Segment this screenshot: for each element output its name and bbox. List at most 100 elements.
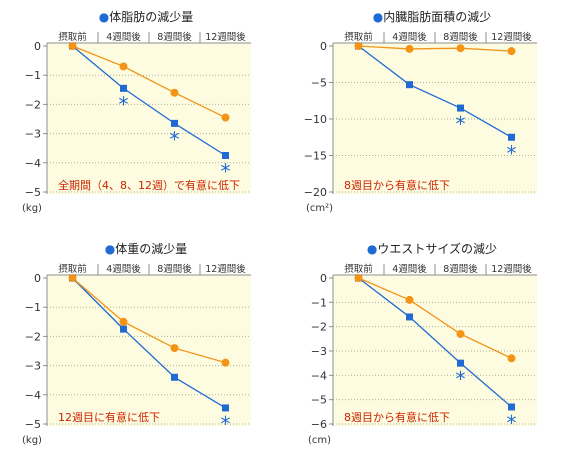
y-tick-label: −5 — [25, 418, 41, 431]
y-tick-label: −3 — [311, 345, 327, 358]
significance-note: 12週目に有意に低下 — [58, 410, 160, 424]
blue-square-marker — [222, 404, 229, 412]
blue-square-marker — [171, 373, 178, 381]
chart-title-text: ウエストサイズの減少 — [377, 241, 497, 256]
blue-square-marker — [171, 119, 178, 127]
significance-asterisk: * — [119, 92, 129, 116]
title-bullet-icon: ● — [373, 10, 383, 24]
chart-title-text: 体脂肪の減少量 — [109, 9, 193, 24]
orange-series-line — [72, 277, 226, 364]
orange-circle-marker — [170, 88, 179, 97]
orange-series-line — [72, 45, 226, 119]
blue-square-marker — [120, 325, 127, 333]
category-label: 4週間後 — [106, 31, 141, 43]
y-tick-label: −1 — [25, 69, 41, 82]
orange-circle-marker — [119, 62, 128, 71]
y-tick-label: −2 — [25, 98, 41, 111]
orange-circle-marker — [221, 358, 230, 367]
chart-title: ●内臓脂肪面積の減少 — [373, 9, 492, 24]
y-tick-label: −4 — [311, 369, 327, 382]
orange-circle-marker — [170, 344, 179, 353]
y-tick-label: 0 — [320, 40, 327, 53]
y-tick-label: −10 — [304, 113, 327, 126]
y-tick-label: −2 — [311, 321, 327, 334]
y-tick-label: −3 — [25, 128, 41, 141]
orange-circle-marker — [507, 47, 516, 56]
blue-series-line — [358, 45, 512, 138]
y-tick-label: −2 — [25, 330, 41, 343]
y-tick-label: −1 — [311, 296, 327, 309]
orange-circle-marker — [456, 329, 465, 338]
significance-note: 全期間（4、8、12週）で有意に低下 — [58, 178, 240, 192]
blue-square-marker — [508, 403, 515, 411]
y-tick-label: −6 — [311, 418, 327, 431]
orange-circle-marker — [405, 295, 414, 304]
blue-square-marker — [457, 104, 464, 112]
blue-series-line — [72, 277, 226, 409]
orange-circle-marker — [68, 274, 77, 282]
y-tick-label: 0 — [320, 272, 327, 285]
category-label: 摂取前 — [58, 31, 87, 43]
body-weight-chart: ●体重の減少量 0 −1 −2 −3 −4 −5 摂取前 4週間後 8週間後 12週間後 * 12週… — [22, 241, 251, 446]
blue-square-marker — [406, 313, 413, 321]
visceral-fat-area-chart: ●内臓脂肪面積の減少 0 −5 −10 −15 −20 摂取前 4週間後 8週間後 12週間後 *… — [304, 9, 537, 214]
significance-asterisk: * — [507, 411, 517, 435]
orange-series-line — [358, 45, 512, 52]
orange-circle-marker — [221, 113, 230, 122]
orange-circle-marker — [354, 274, 363, 282]
y-tick-label: −20 — [304, 186, 327, 199]
y-axis-unit: (kg) — [22, 435, 42, 446]
chart-title: ●体重の減少量 — [105, 241, 188, 256]
plot-background — [47, 275, 251, 426]
category-label: 12週間後 — [205, 31, 246, 43]
category-label: 8週間後 — [443, 263, 478, 275]
significance-asterisk: * — [456, 112, 466, 136]
y-axis-unit: (kg) — [22, 203, 42, 214]
blue-series-line — [358, 277, 512, 408]
orange-circle-marker — [354, 42, 363, 50]
title-bullet-icon: ● — [367, 242, 377, 256]
y-axis-unit: (cm) — [308, 435, 331, 446]
title-bullet-icon: ● — [105, 242, 115, 256]
title-bullet-icon: ● — [99, 10, 109, 24]
blue-square-marker — [508, 133, 515, 141]
category-label: 4週間後 — [392, 263, 427, 275]
orange-circle-marker — [405, 44, 414, 53]
chart-title: ●体脂肪の減少量 — [99, 9, 194, 24]
significance-note: 8週目から有意に低下 — [344, 410, 450, 424]
category-label: 摂取前 — [344, 31, 373, 43]
significance-note: 8週目から有意に低下 — [344, 178, 450, 192]
y-tick-label: −4 — [25, 389, 41, 402]
plot-area: 0 −5 −10 −15 −20 摂取前 4週間後 8週間後 12週間後 * * — [304, 31, 537, 199]
orange-circle-marker — [68, 42, 77, 50]
plot-area: 0 −1 −2 −3 −4 −5 摂取前 4週間後 8週間後 12週間後 * — [25, 263, 251, 436]
y-tick-label: −15 — [304, 150, 327, 163]
y-tick-label: −3 — [25, 360, 41, 373]
orange-circle-marker — [507, 354, 516, 363]
y-tick-label: −4 — [25, 157, 41, 170]
y-axis-unit: (cm²) — [306, 203, 333, 214]
plot-area: 0 −1 −2 −3 −4 −5 −6 摂取前 4週間後 8週間後 12週間後 * * — [311, 263, 537, 435]
category-label: 12週間後 — [491, 31, 532, 43]
chart-title-text: 体重の減少量 — [115, 241, 187, 256]
category-label: 4週間後 — [392, 31, 427, 43]
significance-asterisk: * — [507, 141, 517, 165]
category-label: 摂取前 — [344, 263, 373, 275]
significance-asterisk: * — [456, 367, 466, 391]
y-tick-label: 0 — [34, 40, 41, 53]
category-label: 12週間後 — [491, 263, 532, 275]
y-tick-label: −5 — [311, 394, 327, 407]
orange-circle-marker — [119, 317, 128, 326]
blue-square-marker — [120, 84, 127, 92]
blue-series-line — [72, 45, 226, 157]
blue-square-marker — [406, 81, 413, 89]
y-tick-label: −5 — [311, 77, 327, 90]
category-label: 摂取前 — [58, 263, 87, 275]
category-label: 8週間後 — [443, 31, 478, 43]
plot-area: 0 −1 −2 −3 −4 −5 摂取前 4週間後 8週間後 12週間後 * * * — [25, 31, 251, 199]
y-tick-label: −1 — [25, 301, 41, 314]
chart-title-text: 内臓脂肪面積の減少 — [383, 9, 491, 24]
orange-circle-marker — [456, 44, 465, 53]
